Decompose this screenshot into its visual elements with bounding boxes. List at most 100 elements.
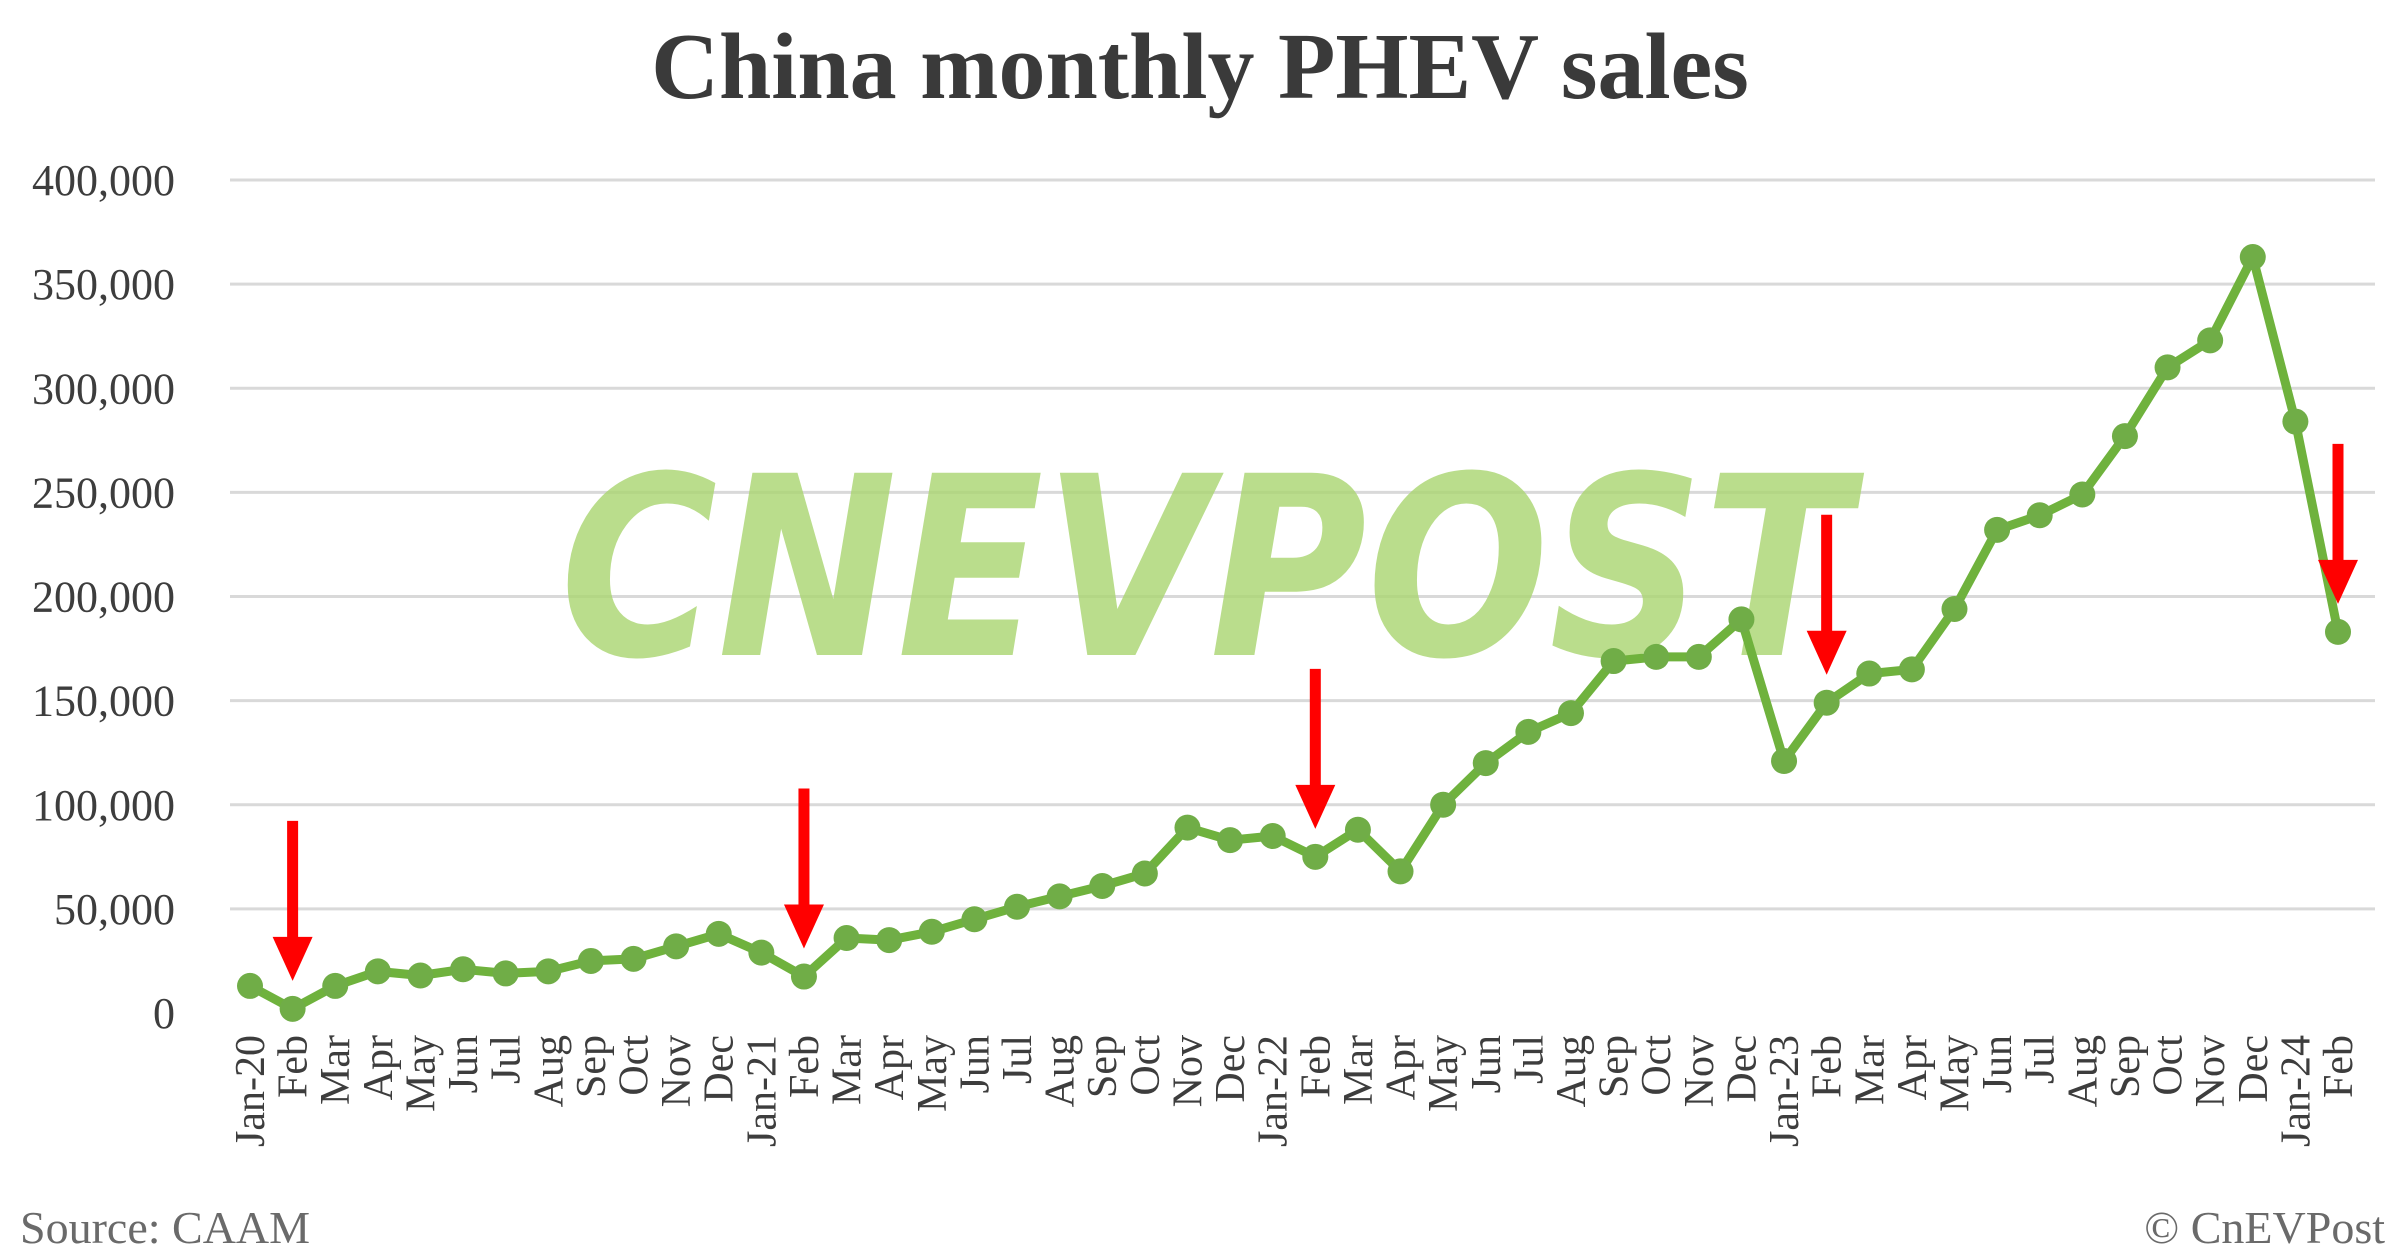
y-tick-label: 100,000 [32,781,175,830]
data-point [2239,244,2266,271]
x-tick-label: Dec [2231,1035,2277,1103]
data-point [1856,660,1883,687]
down-arrow [1295,668,1336,829]
x-axis-ticks: Jan-20FebMarAprMayJunJulAugSepOctNovDecJ… [228,1035,2362,1147]
x-tick-label: Nov [1165,1035,1211,1107]
x-tick-label: May [398,1035,444,1112]
x-tick-label: Aug [526,1035,572,1107]
x-tick-label: Jun [1975,1035,2021,1093]
x-tick-label: Apr [1890,1035,1936,1100]
source-note: Source: CAAM [20,1202,310,1253]
y-tick-label: 200,000 [32,573,175,622]
data-point [833,925,860,952]
gridlines [230,178,2375,911]
x-tick-label: Apr [867,1035,913,1100]
x-tick-label: Jan-21 [739,1035,785,1147]
x-tick-label: Sep [1080,1035,1126,1098]
data-point [2026,502,2053,529]
chart-title: China monthly PHEV sales [651,15,1749,119]
x-tick-label: Jan-22 [1251,1035,1297,1147]
data-point [577,947,604,974]
data-point [705,920,732,947]
data-point [961,906,988,933]
y-axis-ticks: 400,000 350,000 300,000 250,000 200,000 150,0… [32,156,175,1038]
data-point [1131,860,1158,887]
x-tick-label: Jul [995,1035,1041,1084]
data-point [918,918,945,945]
x-tick-label: Oct [612,1035,658,1096]
data-point [1472,750,1499,777]
data-point [1174,814,1201,841]
data-markers [237,244,2351,1022]
x-tick-label: Sep [569,1035,615,1098]
data-point [876,927,903,954]
x-tick-label: Oct [1634,1035,1680,1096]
data-point [1046,883,1073,910]
data-point [1089,872,1116,899]
arrow-head [1295,784,1336,829]
data-point [1643,643,1670,670]
watermark: CNEVPOST [560,423,1865,714]
arrow-head [1806,630,1847,675]
arrow-head [783,904,824,949]
x-tick-label: Feb [271,1035,317,1098]
data-point [1813,689,1840,716]
x-tick-label: May [910,1035,956,1112]
arrow-head [272,936,313,981]
x-tick-label: Mar [1847,1035,1893,1105]
x-tick-label: Jan-20 [228,1035,274,1147]
data-point [1984,516,2011,543]
data-point [1685,643,1712,670]
x-tick-label: Jan-23 [1762,1035,1808,1147]
data-point [364,958,391,985]
data-point [1344,816,1371,843]
x-tick-label: Jul [1506,1035,1552,1084]
data-point [1557,700,1584,727]
x-tick-label: Jun [1464,1035,1510,1093]
data-point [1728,606,1755,633]
y-tick-label: 150,000 [32,677,175,726]
x-tick-label: Dec [1719,1035,1765,1103]
data-point [2111,423,2138,450]
x-tick-label: Nov [2188,1035,2234,1107]
data-point [1515,718,1542,745]
data-point [322,972,349,999]
x-tick-label: May [1421,1035,1467,1112]
data-point [2282,408,2309,435]
down-arrow [1806,514,1847,675]
x-tick-label: Apr [356,1035,402,1100]
data-point [492,960,519,987]
x-tick-label: Feb [1293,1035,1339,1098]
data-point [2069,481,2096,508]
down-arrow [272,820,313,981]
data-point [620,945,647,972]
data-point [1600,648,1627,675]
x-tick-label: Jun [952,1035,998,1093]
data-point [1387,858,1414,885]
data-point [407,962,434,989]
data-point [1771,748,1798,775]
y-tick-label: 300,000 [32,364,175,413]
x-tick-label: Oct [2146,1035,2192,1096]
x-tick-label: Nov [654,1035,700,1107]
data-point [279,995,306,1022]
x-tick-label: Oct [1123,1035,1169,1096]
x-tick-label: Jan-24 [2273,1035,2319,1147]
x-tick-label: Mar [1336,1035,1382,1105]
data-point [450,956,477,983]
data-point [2154,354,2181,381]
x-tick-label: Mar [313,1035,359,1105]
annotation-arrows [272,443,2358,981]
x-tick-label: Sep [2103,1035,2149,1098]
x-tick-label: Apr [1379,1035,1425,1100]
data-point [1302,843,1329,870]
data-point [1259,822,1286,849]
x-tick-label: Aug [2060,1035,2106,1107]
x-tick-label: Jul [2018,1035,2064,1084]
x-tick-label: Feb [782,1035,828,1098]
x-tick-label: Dec [697,1035,743,1103]
y-tick-label: 350,000 [32,260,175,309]
data-point [748,939,775,966]
data-point [1217,827,1244,854]
